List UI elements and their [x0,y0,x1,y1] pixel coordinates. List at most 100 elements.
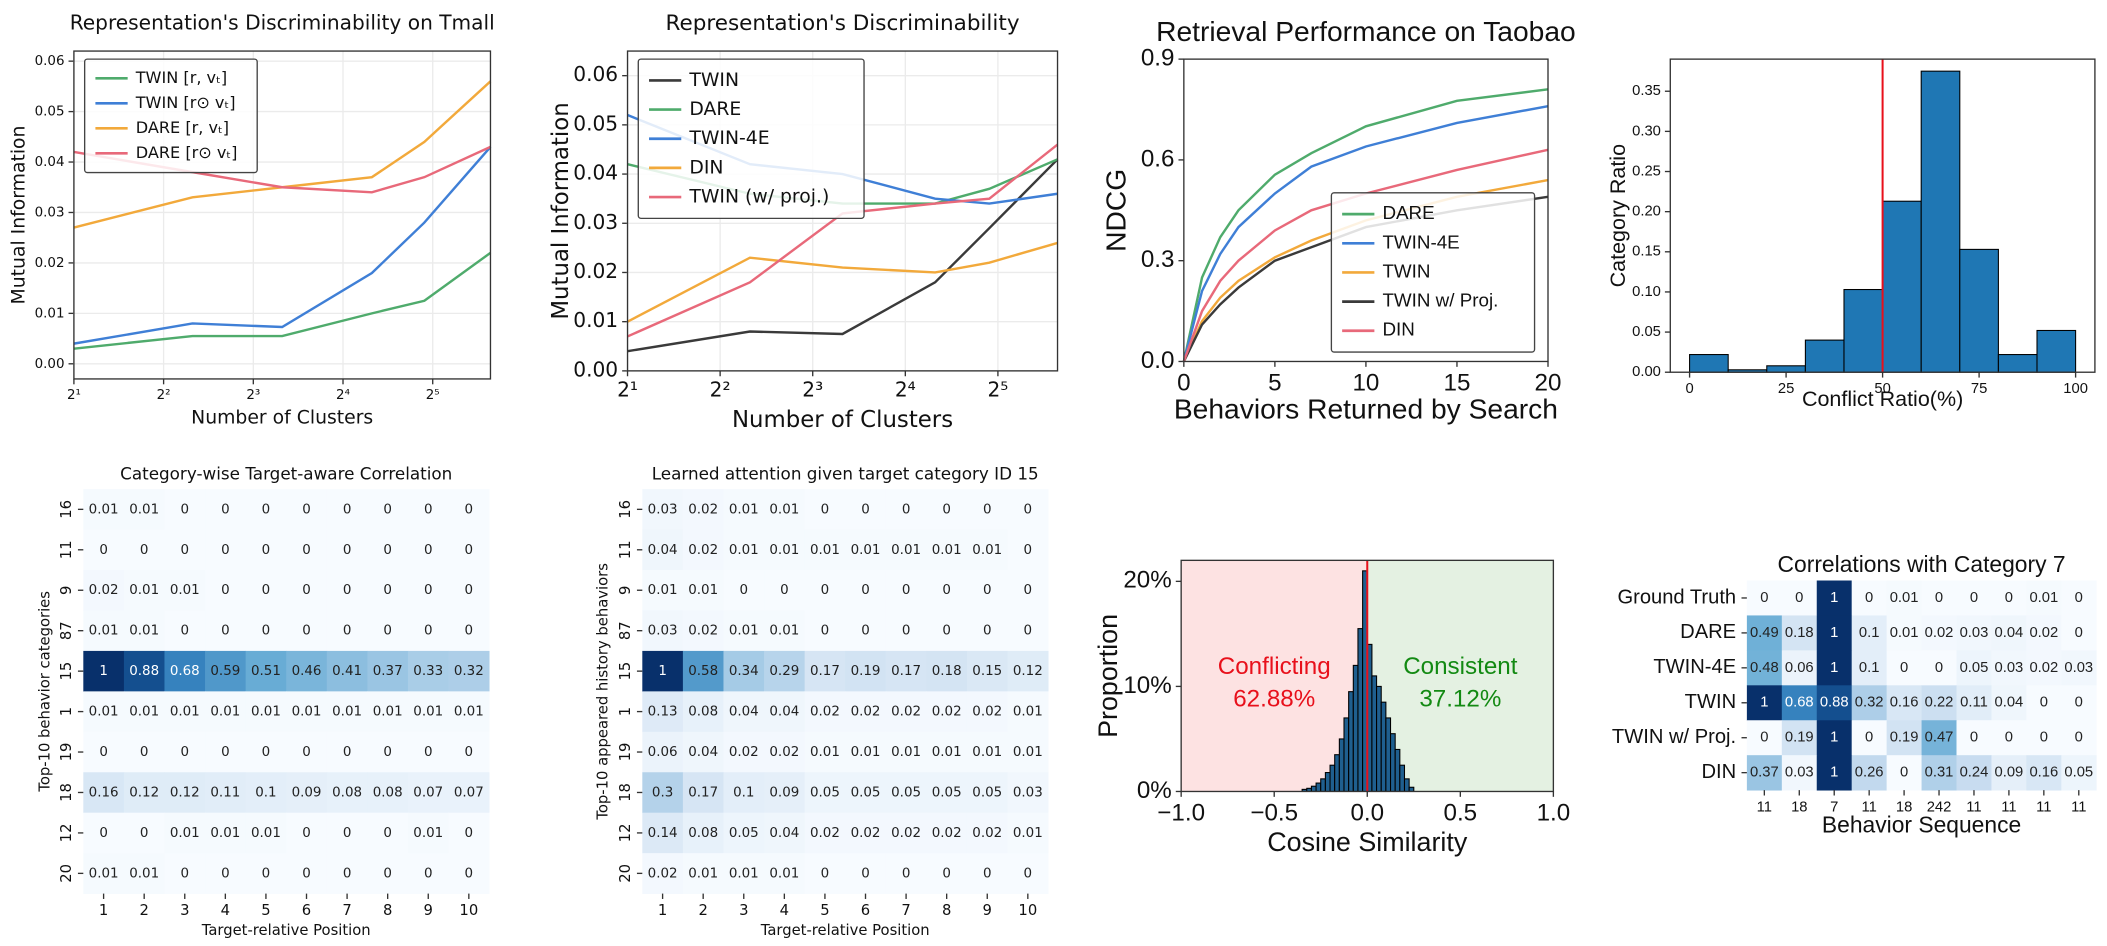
cell-label: 0 [262,866,271,881]
x-tick-label: 1.0 [1537,799,1571,826]
row-label: 18 [617,783,634,802]
y-tick-label: 0.02 [573,259,618,283]
cell-label: 0 [465,745,474,760]
heatmap-cell [682,570,724,611]
heatmap-cell [723,650,765,692]
cell-label: 0.02 [932,826,962,841]
heatmap-cell [1746,720,1783,756]
cell-label: 0 [861,583,870,598]
row-label: 11 [58,540,75,559]
heatmap-cell [1781,720,1818,756]
cell-label: 0.01 [810,745,840,760]
cell-label: 0.02 [851,826,881,841]
heatmap-cell [326,772,368,814]
heatmap-cell [123,853,165,894]
heatmap-cell [1816,720,1853,756]
row-label: DIN [1701,761,1736,783]
heatmap-cell [804,570,846,611]
column-label: 9 [424,902,433,919]
x-tick-label: −1.0 [1157,799,1205,826]
cell-label: 0.3 [652,785,673,800]
heatmap-cell [642,812,684,854]
cell-label: 0.68 [170,664,200,679]
heatmap-cell [723,812,765,854]
heatmap-cell [1816,650,1853,686]
histogram-bar [1882,200,1922,373]
row-label: 15 [58,662,75,681]
heatmap-cell [367,812,409,854]
histogram-bar [2036,329,2077,373]
cell-label: 0.01 [292,705,322,720]
histogram-bar [1376,685,1382,793]
cell-label: 0.16 [2029,765,2058,781]
legend-label: DIN [689,157,723,178]
heatmap-cell [83,731,125,773]
chart-title: Representation's Discriminability [666,11,1020,36]
heatmap-cell [245,691,287,733]
cell-label: 0.12 [170,785,200,800]
heatmap-cell [448,691,490,733]
cell-label: 0.19 [1890,730,1919,746]
cell-label: 0 [302,745,311,760]
cell-label: 0.05 [2064,765,2093,781]
cell-label: 0 [983,624,992,639]
row-label: 11 [617,540,634,559]
y-tick-label: 0.20 [1632,204,1661,220]
heatmap-cell [1991,580,2027,616]
cell-label: 0.04 [1995,625,2024,641]
heatmap-cell [407,529,449,571]
cell-label: 0.01 [454,705,484,720]
heatmap-cell [1781,685,1818,721]
cell-label: 0.01 [170,583,200,598]
column-label: 8 [942,902,951,919]
cell-label: 0 [262,745,271,760]
heatmap-cell [845,570,887,611]
cell-label: 0 [302,543,311,558]
y-tick-label: 0.00 [1632,364,1661,380]
cell-label: 0.31 [1925,765,1954,781]
cell-label: 0.16 [1890,695,1919,711]
heatmap-cell [407,650,449,692]
heatmap-cell [926,489,968,530]
cell-label: 0.01 [891,745,921,760]
cell-label: 1 [1830,590,1838,606]
column-label: 11 [1966,800,1981,816]
cell-label: 0 [983,502,992,517]
cell-label: 0 [140,543,149,558]
heatmap-cell [966,853,1008,894]
histogram-bar [1338,738,1345,793]
cell-label: 0.04 [648,543,678,558]
cell-label: 0 [465,583,474,598]
cell-label: 1 [99,664,108,679]
histogram-bar [1352,664,1359,793]
cell-label: 0.01 [89,624,119,639]
cell-label: 0.02 [810,705,840,720]
cell-label: 0 [1865,730,1873,746]
cell-label: 0.08 [688,705,718,720]
heatmap-cell [1781,615,1818,651]
heatmap-cell [764,853,806,894]
heatmap-cell [764,610,806,652]
x-tick-label: 50 [1874,381,1890,397]
heatmap-cell [326,489,368,530]
heatmap-cell [966,570,1008,611]
cell-label: 0.88 [129,664,159,679]
cell-label: 0 [1900,765,1908,781]
cell-label: 0 [180,624,189,639]
cell-label: 0.04 [769,705,799,720]
cell-label: 0.11 [210,785,240,800]
cell-label: 0.48 [1750,660,1779,676]
column-label: 1 [99,902,108,919]
heatmap-cell [1007,650,1049,692]
row-label: 16 [617,500,634,519]
cell-label: 0 [180,745,189,760]
heatmap-cell [245,731,287,773]
heatmap-cell [1007,691,1049,733]
heatmap-cell [723,691,765,733]
cell-label: 0.19 [851,664,881,679]
heatmap-cell [448,610,490,652]
heatmap-cell [764,772,806,814]
heatmap-cell [642,853,684,894]
heatmap-cell [966,489,1008,530]
cell-label: 0.12 [129,785,159,800]
